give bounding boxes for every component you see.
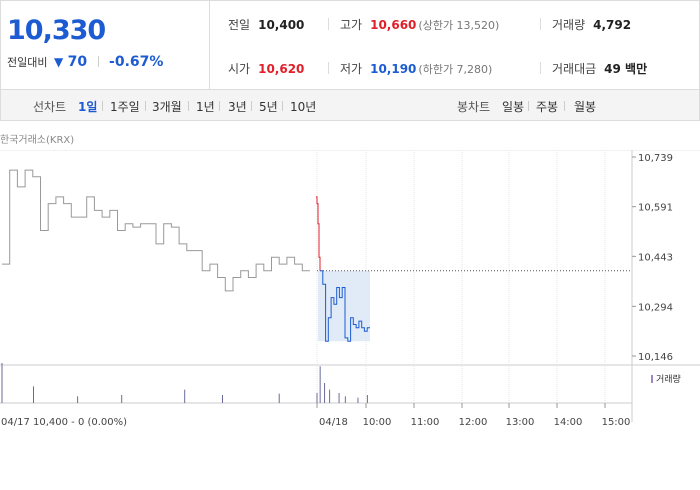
divider: [188, 101, 189, 111]
change-label: 전일대비: [7, 56, 48, 69]
tab-period-1w[interactable]: 1주일: [110, 100, 140, 114]
candle-chart-label: 봉차트: [457, 100, 491, 114]
stat-value: 10,190: [370, 62, 417, 76]
divider: [540, 62, 541, 74]
tab-period-3y[interactable]: 3년: [228, 100, 247, 114]
divider: [219, 101, 220, 111]
x-tick-label: 04/18: [319, 417, 348, 428]
stat-prev-close: 전일 10,400: [228, 16, 304, 33]
tab-period-3m[interactable]: 3개월: [152, 100, 182, 114]
divider: [528, 101, 529, 111]
change-percent: -0.67%: [109, 54, 164, 70]
tab-period-1d[interactable]: 1일: [78, 100, 98, 114]
stat-value: 10,620: [258, 62, 305, 76]
divider: [251, 101, 252, 111]
stat-open: 시가 10,620: [228, 60, 304, 77]
stat-value: 4,792: [593, 18, 632, 32]
down-triangle-icon: ▼: [53, 55, 64, 69]
series-line-today: [320, 270, 370, 342]
y-tick-label: 10,739: [638, 153, 673, 164]
x-tick-label: 11:00: [411, 417, 440, 428]
x-tick-label: 10:00: [363, 417, 392, 428]
series-line-today-up: [316, 196, 321, 271]
x-tick-label: 15:00: [602, 417, 631, 428]
y-tick-label: 10,294: [638, 302, 673, 313]
price-box: 10,330 전일대비 ▼ 70 -0.67%: [1, 1, 210, 90]
x-tick-label: 12:00: [459, 417, 488, 428]
stat-value: 10,400: [258, 18, 305, 32]
stat-value: 10,660: [370, 18, 417, 32]
tab-candle-month[interactable]: 월봉: [574, 100, 597, 114]
stat-label: 거래대금: [552, 62, 597, 76]
price-chart: 10,739 10,591 10,443 10,294 10,146 04/18 10:00…: [0, 150, 700, 428]
stat-high: 고가 10,660 (상한가 13,520): [340, 16, 499, 33]
divider: [97, 56, 99, 67]
stat-low: 저가 10,190 (하한가 7,280): [340, 60, 492, 77]
summary-panel: 10,330 전일대비 ▼ 70 -0.67% 전일 10,400 고가 10,66…: [0, 0, 700, 90]
y-tick-label: 10,443: [638, 252, 673, 263]
stat-label: 거래량: [552, 18, 586, 32]
divider: [282, 101, 283, 111]
x-tick-label: 14:00: [554, 417, 583, 428]
divider: [564, 101, 565, 111]
stat-label: 시가: [228, 62, 251, 76]
current-price: 10,330: [7, 15, 106, 46]
change-value: 70: [67, 54, 88, 70]
y-tick-label: 10,146: [638, 352, 673, 363]
today-range-highlight: [318, 270, 370, 342]
volume-legend-label: 거래량: [656, 373, 681, 385]
series-line-prev-day: [2, 169, 310, 292]
stat-volume: 거래량 4,792: [552, 16, 631, 33]
divider: [102, 101, 103, 111]
divider: [328, 18, 329, 30]
stat-label: 전일: [228, 18, 251, 32]
stat-label: 저가: [340, 62, 363, 76]
data-source-label: 한국거래소(KRX): [0, 135, 75, 146]
volume-legend-swatch: [651, 375, 653, 383]
tab-period-10y[interactable]: 10년: [290, 100, 317, 114]
stat-sub: (하한가 7,280): [418, 63, 493, 76]
divider: [145, 101, 146, 111]
stat-sub: (상한가 13,520): [418, 19, 500, 32]
tab-period-5y[interactable]: 5년: [259, 100, 278, 114]
tab-candle-week[interactable]: 주봉: [536, 100, 559, 114]
y-tick-label: 10,591: [638, 203, 673, 214]
tab-period-1y[interactable]: 1년: [196, 100, 215, 114]
divider: [540, 18, 541, 30]
stat-amount: 거래대금 49 백만: [552, 60, 647, 77]
x-tick-label: 13:00: [506, 417, 535, 428]
change-row: 전일대비 ▼ 70 -0.67%: [7, 54, 163, 70]
tab-candle-day[interactable]: 일봉: [502, 100, 525, 114]
stat-label: 고가: [340, 18, 363, 32]
chart-tabs: 선차트 1일 1주일 3개월 1년 3년 5년 10년 봉차트 일봉 주봉 월봉: [0, 89, 700, 121]
line-chart-label: 선차트: [33, 100, 67, 114]
stats-grid: 전일 10,400 고가 10,660 (상한가 13,520) 거래량 4,792 시…: [210, 1, 700, 90]
stat-value: 49 백만: [604, 62, 648, 76]
footer-note: 04/17 10,400 - 0 (0.00%): [1, 417, 127, 428]
divider: [328, 62, 329, 74]
